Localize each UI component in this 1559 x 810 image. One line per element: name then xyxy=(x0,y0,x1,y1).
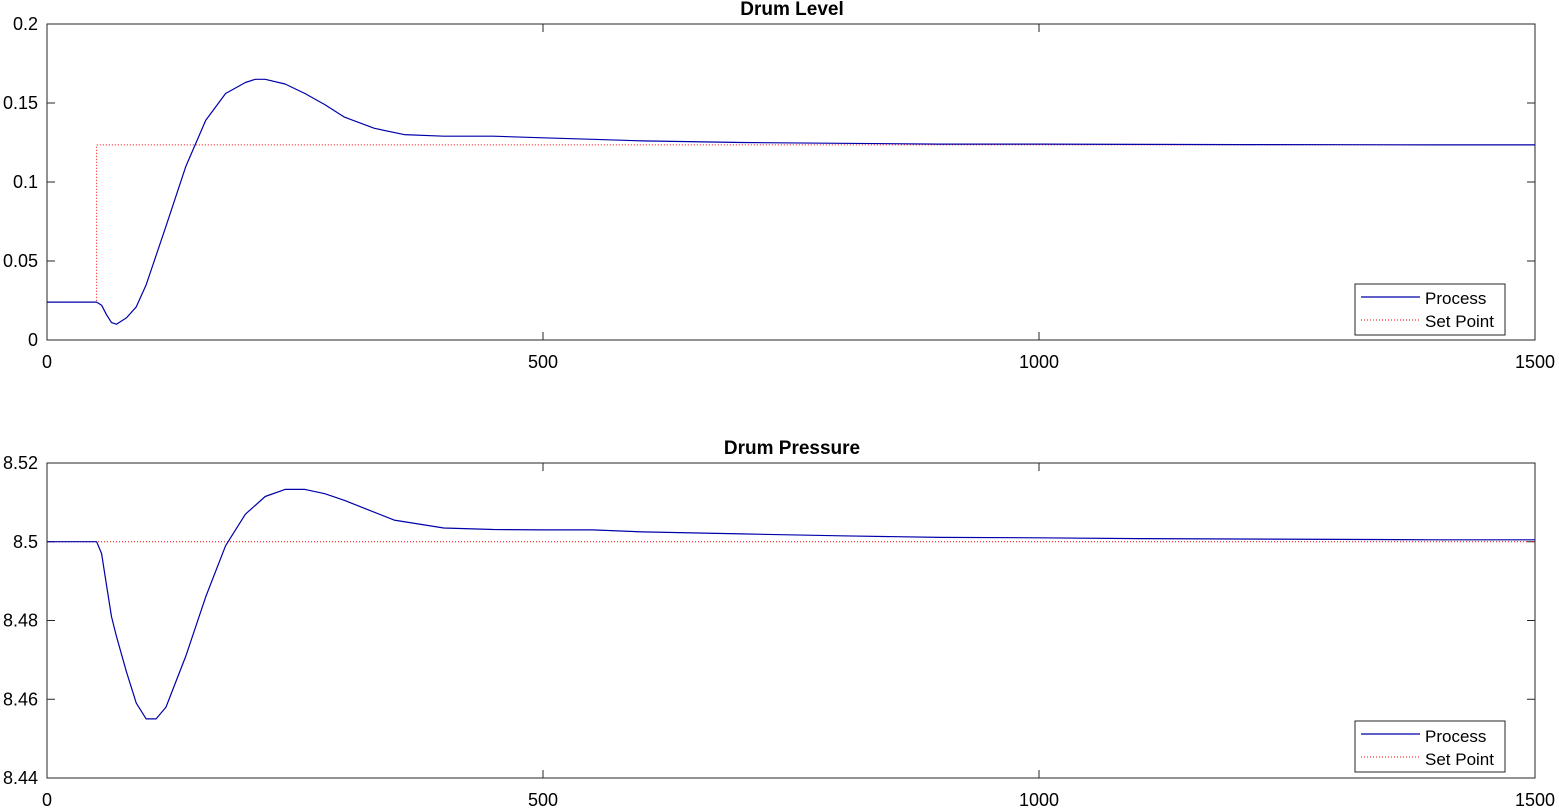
y-tick-label: 0.15 xyxy=(3,93,38,113)
legend-label: Process xyxy=(1425,289,1486,308)
plot-area xyxy=(46,462,1536,779)
legend-label: Set Point xyxy=(1425,750,1494,769)
x-tick-label: 500 xyxy=(528,790,558,810)
y-tick-label: 8.46 xyxy=(3,689,38,709)
x-tick-label: 1000 xyxy=(1019,790,1059,810)
legend-box xyxy=(1354,720,1506,773)
x-tick-label: 1500 xyxy=(1515,790,1555,810)
y-tick-label: 8.5 xyxy=(13,532,38,552)
legend: Process Set Point xyxy=(1354,283,1506,336)
y-tick-label: 0 xyxy=(28,330,38,350)
series-lines xyxy=(47,78,1535,325)
y-tick-label: 0.2 xyxy=(13,14,38,34)
legend-label: Process xyxy=(1425,727,1486,746)
y-tick-label: 0.05 xyxy=(3,251,38,271)
subplot-drum-pressure: Drum Pressure 8.44 8.46 8.48 8.5 8.52 0 500 10… xyxy=(3,438,1555,810)
x-axis: 0 500 1000 1500 xyxy=(42,24,1555,372)
x-tick-label: 0 xyxy=(42,352,52,372)
x-tick-label: 1000 xyxy=(1019,352,1059,372)
series-lines xyxy=(47,488,1535,720)
x-axis: 0 500 1000 1500 xyxy=(42,463,1555,810)
legend-label: Set Point xyxy=(1425,312,1494,331)
y-tick-label: 8.48 xyxy=(3,611,38,631)
chart-title: Drum Level xyxy=(740,0,843,20)
legend-box xyxy=(1354,283,1506,336)
y-axis: 8.44 8.46 8.48 8.5 8.52 xyxy=(3,453,1535,788)
legend: Process Set Point xyxy=(1354,720,1506,773)
series-line-process xyxy=(47,488,1535,720)
x-tick-label: 0 xyxy=(42,790,52,810)
y-tick-label: 8.44 xyxy=(3,768,38,788)
x-tick-label: 500 xyxy=(528,352,558,372)
subplot-drum-level: Drum Level 00.050.10.150.2 0 500 1000 1500 … xyxy=(3,0,1555,372)
series-line-process xyxy=(47,78,1535,325)
chart-title: Drum Pressure xyxy=(724,438,860,459)
plot-area xyxy=(46,23,1536,341)
y-tick-label: 0.1 xyxy=(13,172,38,192)
y-axis: 0 0.05 0.1 0.15 0.2 xyxy=(3,14,1535,350)
x-tick-label: 1500 xyxy=(1515,352,1555,372)
y-tick-label: 8.52 xyxy=(3,453,38,473)
